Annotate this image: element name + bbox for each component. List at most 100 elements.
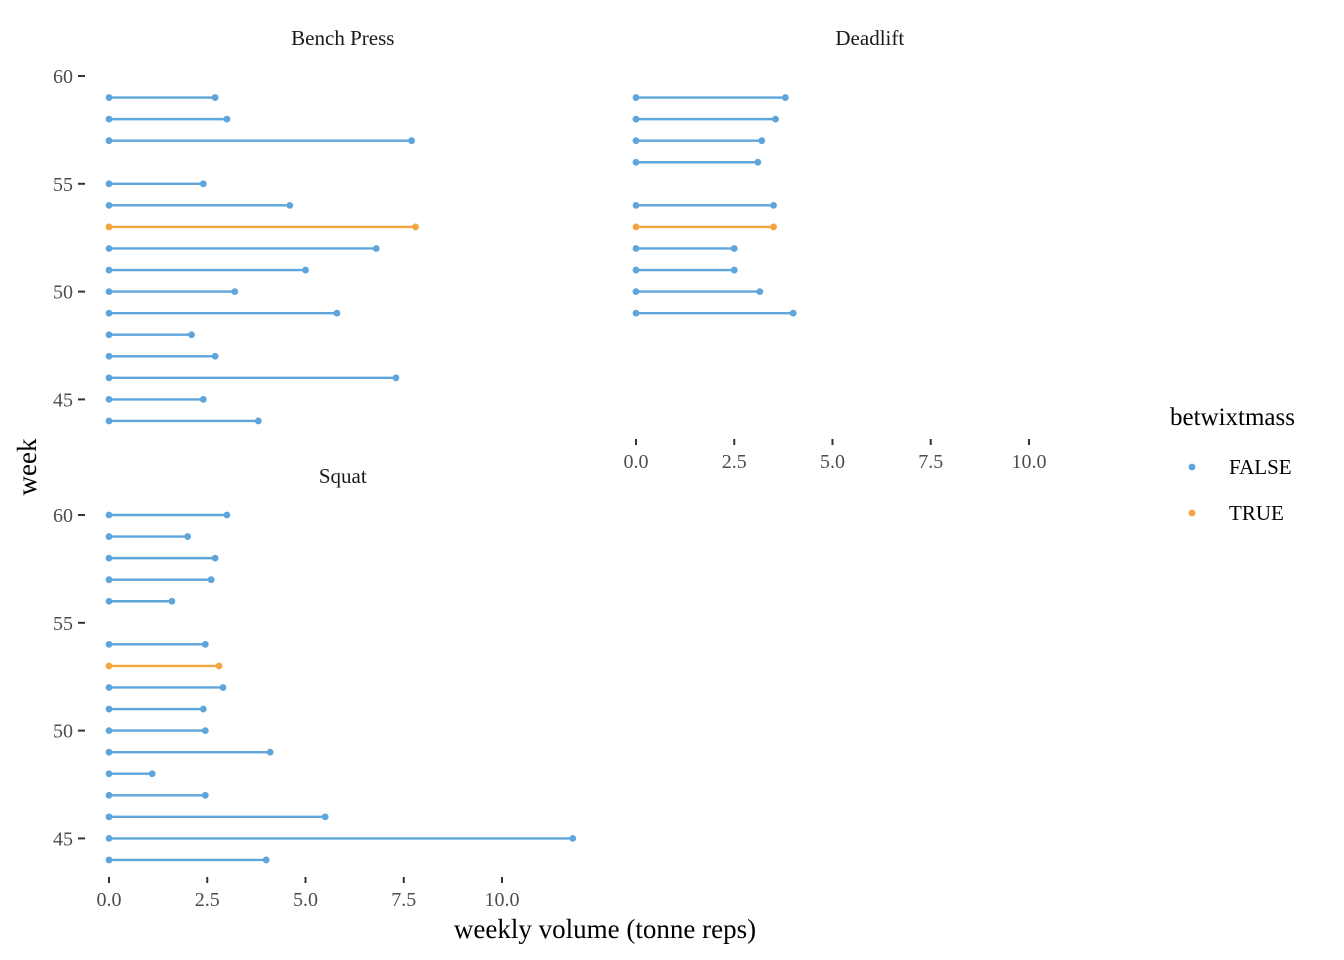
base-point-bench-press-week-57 — [105, 137, 113, 145]
base-point-squat-week-48 — [105, 770, 113, 778]
value-point-bench-press-week-46 — [392, 374, 400, 382]
base-point-squat-week-50 — [105, 727, 113, 734]
lollipop-deadlift-week-58 — [632, 115, 779, 123]
lollipop-bench-press-week-49 — [105, 309, 341, 317]
value-point-squat-week-54 — [201, 640, 209, 648]
base-point-deadlift-week-57 — [632, 137, 640, 145]
lollipop-deadlift-week-59 — [632, 94, 789, 101]
base-point-bench-press-week-50 — [105, 288, 113, 295]
base-point-bench-press-week-52 — [105, 245, 113, 252]
lollipop-bench-press-week-53 — [105, 223, 419, 231]
lollipop-squat-week-47 — [105, 791, 209, 799]
value-point-squat-week-52 — [219, 684, 227, 691]
base-point-bench-press-week-58 — [105, 115, 113, 123]
lollipop-bench-press-week-58 — [105, 115, 231, 123]
base-point-bench-press-week-53 — [105, 223, 113, 231]
value-point-bench-press-week-50 — [231, 288, 239, 295]
value-point-squat-week-51 — [199, 705, 207, 713]
y-tick-label-squat-45: 45 — [53, 828, 73, 850]
y-tick-label-bench-press-55: 55 — [53, 174, 73, 196]
base-point-deadlift-week-59 — [632, 94, 640, 101]
base-point-squat-week-44 — [105, 856, 113, 864]
lollipop-squat-week-45 — [105, 835, 577, 842]
legend: betwixtmass FALSE TRUE — [1170, 404, 1295, 525]
value-point-squat-week-57 — [207, 576, 215, 584]
lollipop-squat-week-51 — [105, 705, 207, 713]
value-point-bench-press-week-51 — [302, 266, 309, 274]
x-tick-label-deadlift-1: 2.5 — [722, 451, 747, 473]
value-point-deadlift-week-49 — [789, 309, 797, 317]
lollipop-bench-press-week-57 — [105, 137, 416, 145]
y-tick-label-bench-press-50: 50 — [53, 282, 73, 304]
value-point-squat-week-56 — [168, 597, 176, 605]
x-tick-label-squat-0: 0.0 — [97, 889, 122, 911]
lollipop-squat-week-50 — [105, 727, 209, 734]
base-point-bench-press-week-59 — [105, 94, 113, 101]
base-point-squat-week-45 — [105, 835, 113, 842]
strip-title-squat: Squat — [319, 464, 367, 488]
base-point-deadlift-week-50 — [632, 288, 640, 295]
value-point-deadlift-week-51 — [730, 266, 738, 274]
base-point-deadlift-week-52 — [632, 245, 640, 252]
value-point-bench-press-week-53 — [412, 223, 419, 231]
value-point-bench-press-week-54 — [286, 201, 294, 209]
lollipop-bench-press-week-55 — [105, 180, 207, 188]
base-point-deadlift-week-56 — [632, 158, 640, 166]
panels: Bench Press 45 50 55 60 Deadlift 0.0 2.5 5.0 7.5 1… — [53, 26, 1047, 911]
value-point-deadlift-week-56 — [754, 158, 762, 166]
panel-bench-press: Bench Press 45 50 55 60 — [53, 26, 419, 425]
value-point-squat-week-48 — [148, 770, 156, 778]
x-tick-label-deadlift-4: 10.0 — [1012, 451, 1047, 473]
base-point-squat-week-52 — [105, 684, 113, 691]
lollipop-squat-week-49 — [105, 748, 274, 756]
base-point-deadlift-week-49 — [632, 309, 640, 317]
value-point-bench-press-week-48 — [188, 331, 195, 339]
base-point-squat-week-54 — [105, 640, 113, 648]
lollipop-squat-week-48 — [105, 770, 156, 778]
base-point-squat-week-53 — [105, 662, 113, 670]
lollipop-squat-week-54 — [105, 640, 209, 648]
lollipop-squat-week-56 — [105, 597, 176, 605]
base-point-bench-press-week-46 — [105, 374, 113, 382]
x-tick-label-squat-3: 7.5 — [391, 889, 416, 911]
value-point-squat-week-49 — [266, 748, 274, 756]
value-point-bench-press-week-47 — [211, 352, 219, 360]
legend-title: betwixtmass — [1170, 404, 1295, 431]
lollipop-squat-week-59 — [105, 533, 192, 540]
value-point-squat-week-50 — [201, 727, 209, 734]
base-point-squat-week-59 — [105, 533, 113, 540]
legend-key-true — [1188, 509, 1196, 517]
x-tick-label-deadlift-2: 5.0 — [820, 451, 845, 473]
strip-title-bench-press: Bench Press — [291, 26, 394, 50]
value-point-bench-press-week-45 — [199, 396, 207, 403]
lollipop-deadlift-week-57 — [632, 137, 766, 145]
lollipop-bench-press-week-45 — [105, 396, 207, 403]
lollipop-squat-week-44 — [105, 856, 270, 864]
lollipop-bench-press-week-50 — [105, 288, 239, 295]
y-tick-label-squat-55: 55 — [53, 613, 73, 635]
y-tick-label-squat-60: 60 — [53, 505, 73, 527]
lollipop-deadlift-week-52 — [632, 245, 738, 252]
lollipop-deadlift-week-50 — [632, 288, 764, 295]
legend-label-false: FALSE — [1229, 455, 1292, 479]
lollipop-deadlift-week-51 — [632, 266, 738, 274]
lollipop-squat-week-52 — [105, 684, 227, 691]
legend-entries: FALSE TRUE — [1188, 455, 1292, 525]
base-point-bench-press-week-51 — [105, 266, 113, 274]
value-point-bench-press-week-59 — [211, 94, 219, 101]
base-point-bench-press-week-45 — [105, 396, 113, 403]
lollipop-squat-week-46 — [105, 813, 329, 821]
value-point-squat-week-47 — [201, 791, 209, 799]
value-point-squat-week-59 — [184, 533, 192, 540]
value-point-bench-press-week-49 — [333, 309, 341, 317]
value-point-deadlift-week-53 — [770, 223, 777, 231]
base-point-deadlift-week-51 — [632, 266, 640, 274]
base-point-bench-press-week-49 — [105, 309, 113, 317]
legend-key-false — [1188, 463, 1196, 471]
x-axis-title: weekly volume (tonne reps) — [454, 914, 756, 944]
lollipop-squat-week-53 — [105, 662, 223, 670]
value-point-bench-press-week-52 — [372, 245, 380, 252]
x-tick-label-squat-2: 5.0 — [293, 889, 318, 911]
base-point-deadlift-week-58 — [632, 115, 640, 123]
